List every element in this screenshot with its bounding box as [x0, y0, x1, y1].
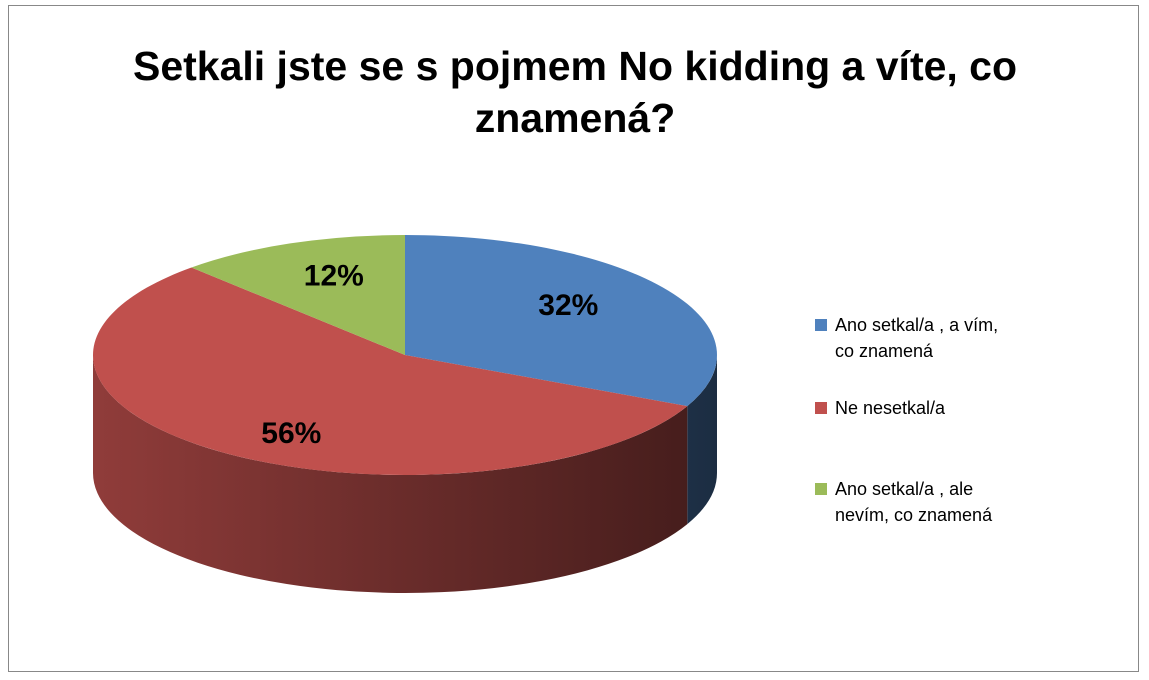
legend-swatch — [815, 483, 827, 495]
legend-item: Ano setkal/a , ale nevím, co znamená — [815, 476, 1015, 528]
chart-frame — [8, 5, 1139, 672]
slice-side — [92, 355, 688, 593]
legend-label: Ne nesetkal/a — [835, 398, 946, 418]
slice — [93, 267, 688, 475]
slice-side — [687, 355, 717, 525]
legend-swatch — [815, 319, 827, 331]
data-label: 32% — [538, 289, 598, 322]
legend-item: Ne nesetkal/a — [815, 395, 1015, 421]
legend-label: Ano setkal/a , ale nevím, co znamená — [835, 479, 993, 525]
data-label: 56% — [261, 417, 321, 450]
legend-swatch — [815, 402, 827, 414]
slice — [191, 235, 405, 355]
chart-title: Setkali jste se s pojmem No kidding a ví… — [132, 43, 1018, 141]
legend-label: Ano setkal/a , a vím, co znamená — [835, 315, 999, 361]
data-label: 12% — [304, 260, 364, 293]
legend-item: Ano setkal/a , a vím, co znamená — [815, 312, 1015, 364]
slice — [405, 235, 717, 407]
